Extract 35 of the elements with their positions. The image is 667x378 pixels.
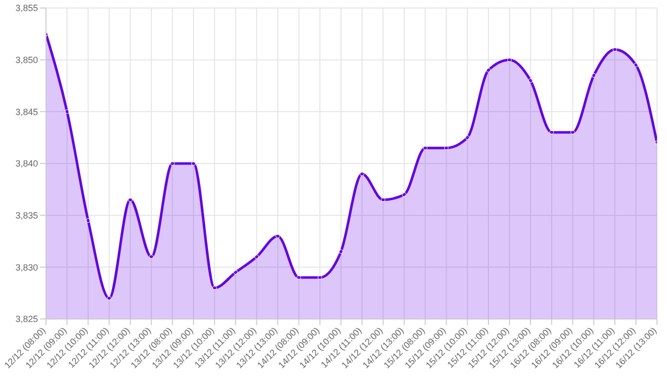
point bbox=[465, 135, 470, 140]
point bbox=[402, 192, 406, 197]
point bbox=[592, 73, 596, 78]
y-tick-label: 3,835 bbox=[15, 210, 38, 221]
y-tick-label: 3,825 bbox=[15, 314, 38, 324]
y-tick-label: 3,850 bbox=[15, 55, 38, 66]
point bbox=[254, 254, 259, 260]
y-tick-label: 3,845 bbox=[15, 106, 38, 117]
point bbox=[444, 146, 449, 150]
point bbox=[528, 78, 533, 83]
point bbox=[170, 161, 175, 166]
point bbox=[380, 198, 386, 202]
point bbox=[318, 275, 322, 280]
point bbox=[507, 58, 512, 62]
y-tick-label: 3,830 bbox=[15, 262, 38, 272]
point bbox=[549, 130, 554, 135]
point bbox=[296, 275, 302, 280]
point bbox=[612, 47, 618, 52]
point bbox=[486, 68, 491, 72]
y-tick-label: 3,855 bbox=[15, 3, 38, 14]
point bbox=[64, 109, 70, 114]
point bbox=[191, 161, 196, 166]
point bbox=[338, 249, 344, 254]
point bbox=[233, 270, 238, 275]
point bbox=[422, 146, 428, 150]
point bbox=[212, 286, 217, 290]
y-tick-label: 3,840 bbox=[15, 158, 38, 169]
point bbox=[276, 234, 280, 238]
point bbox=[634, 62, 638, 68]
point bbox=[360, 172, 364, 176]
point bbox=[149, 254, 154, 260]
point bbox=[106, 296, 112, 301]
point bbox=[128, 198, 133, 202]
point bbox=[86, 218, 90, 223]
point bbox=[570, 130, 575, 135]
